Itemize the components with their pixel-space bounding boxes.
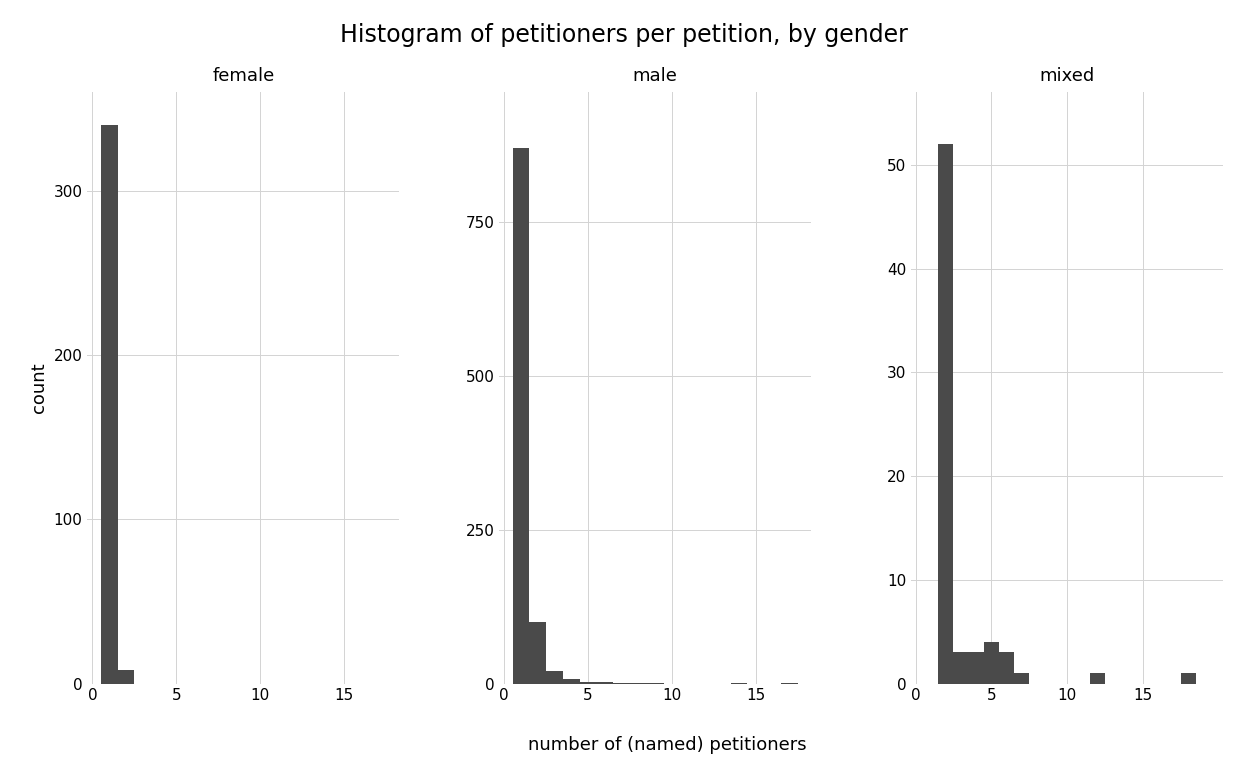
Bar — [1015, 673, 1030, 684]
Bar — [998, 652, 1015, 684]
Bar — [983, 642, 998, 684]
Bar — [597, 682, 613, 684]
Bar — [953, 652, 968, 684]
Bar — [563, 679, 580, 684]
Bar — [1181, 673, 1196, 684]
Bar — [1090, 673, 1104, 684]
Text: Histogram of petitioners per petition, by gender: Histogram of petitioners per petition, b… — [339, 23, 909, 47]
Title: female: female — [212, 67, 275, 85]
Y-axis label: count: count — [30, 362, 47, 413]
Text: number of (named) petitioners: number of (named) petitioners — [528, 736, 807, 754]
Title: male: male — [633, 67, 678, 85]
Bar — [938, 144, 953, 684]
Bar — [513, 147, 529, 684]
Bar — [529, 622, 547, 684]
Title: mixed: mixed — [1040, 67, 1094, 85]
Bar — [101, 125, 117, 684]
Bar — [580, 682, 597, 684]
Bar — [968, 652, 983, 684]
Bar — [547, 671, 563, 684]
Bar — [117, 670, 135, 684]
